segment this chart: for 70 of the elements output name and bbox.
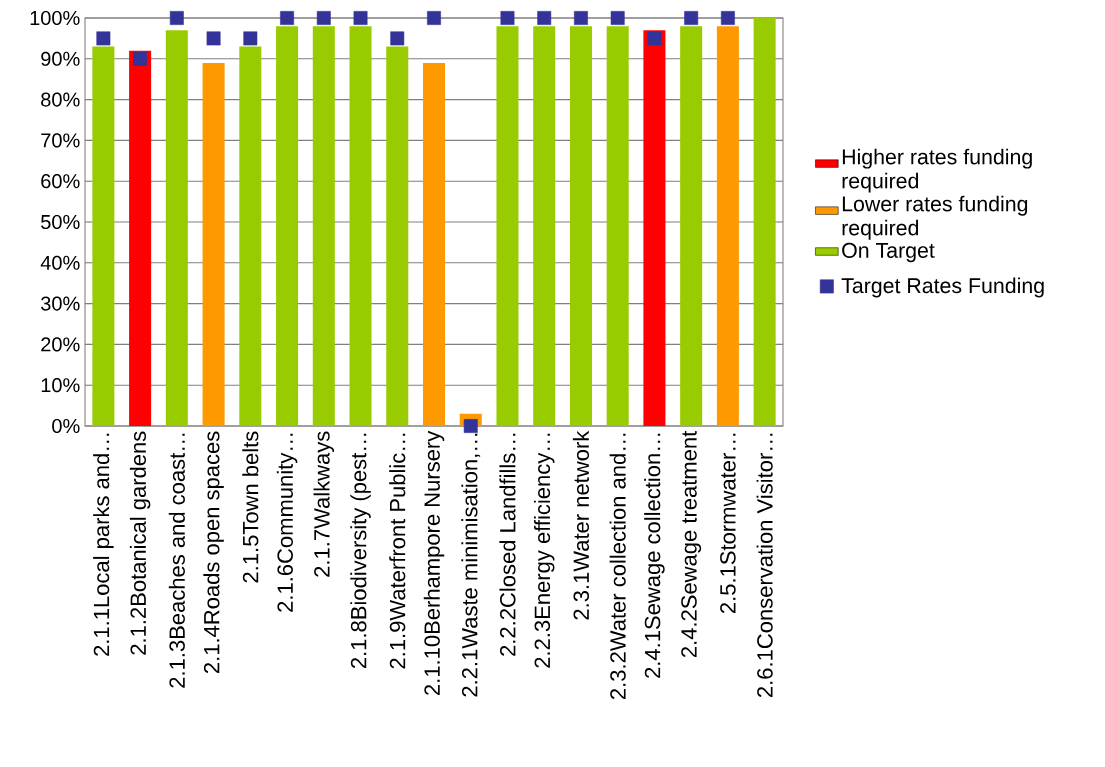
point xyxy=(390,31,405,46)
x-tick-label: 2.1.8Biodiversity (pest… xyxy=(350,433,371,669)
x-tick-label: 2.1.9Waterfront Public… xyxy=(389,433,406,669)
x-tick-label: 2.1.4Roads open spaces xyxy=(203,431,224,673)
x-tick-label: 2.1.2Botanical gardens xyxy=(129,431,151,655)
point xyxy=(353,11,368,25)
bar xyxy=(422,62,446,426)
point xyxy=(427,11,441,25)
bar xyxy=(202,62,225,426)
bar xyxy=(643,30,666,426)
y-tick-label: 80% xyxy=(41,92,80,107)
bar xyxy=(165,30,188,426)
bar xyxy=(312,26,335,426)
bar xyxy=(496,26,519,426)
bar xyxy=(606,26,629,426)
y-tick-label: 90% xyxy=(41,51,80,66)
point xyxy=(463,419,478,433)
point xyxy=(280,11,294,25)
bar xyxy=(716,26,739,426)
x-tick-label: 2.1.10Berhampore Nursery xyxy=(423,430,445,695)
x-tick-label: 2.2.2Closed Landfills… xyxy=(499,433,516,656)
bar xyxy=(276,26,299,426)
x-tick-label: 2.1.7Walkways xyxy=(313,431,335,577)
x-tick-label: 2.4.2Sewage treatment xyxy=(681,430,702,658)
y-tick-label: 30% xyxy=(41,296,80,311)
x-tick-label: 2.2.1Waste minimisation,… xyxy=(461,433,481,697)
y-tick-label: 100% xyxy=(30,10,80,26)
x-tick-label: 2.3.2Water collection and… xyxy=(609,433,626,700)
point xyxy=(316,11,331,25)
bar xyxy=(92,46,115,426)
x-tick-label: 2.6.1Conservation Visitor… xyxy=(756,433,773,697)
point xyxy=(647,31,662,46)
y-tick-label: 20% xyxy=(41,337,80,352)
bar xyxy=(349,26,372,426)
y-tick-label: 50% xyxy=(41,214,80,230)
x-tick-label: 2.2.3Energy efficiency… xyxy=(533,433,555,668)
y-tick-label: 70% xyxy=(41,133,80,148)
point xyxy=(684,11,699,25)
x-tick-label: 2.1.6Community… xyxy=(276,433,298,612)
point xyxy=(206,31,221,46)
point xyxy=(243,31,258,46)
y-tick-label: 40% xyxy=(40,255,80,270)
legend-label: Higher rates funding required xyxy=(842,148,1032,193)
point xyxy=(96,31,111,46)
y-tick-label: 0% xyxy=(52,418,80,434)
point xyxy=(537,11,552,25)
bar xyxy=(386,46,409,426)
bar xyxy=(533,26,556,426)
legend-label: Lower rates funding required xyxy=(842,195,1028,240)
y-tick-label: 60% xyxy=(41,174,80,189)
bar xyxy=(753,17,776,426)
point xyxy=(610,11,625,25)
x-tick-label: 2.1.5Town belts xyxy=(242,431,259,583)
point xyxy=(720,11,735,25)
bar xyxy=(680,26,703,426)
bar xyxy=(129,50,152,426)
y-tick-label: 10% xyxy=(41,378,80,393)
legend-label: On Target xyxy=(842,242,935,263)
point xyxy=(169,11,184,25)
bar xyxy=(239,46,262,426)
x-tick-label: 2.1.3Beaches and coast… xyxy=(168,433,185,688)
point xyxy=(500,11,515,25)
x-tick-label: 2.5.1Stormwater… xyxy=(720,433,736,614)
point xyxy=(133,51,148,66)
point xyxy=(574,11,588,25)
x-tick-label: 2.3.1Water network xyxy=(572,430,590,620)
x-tick-label: 2.4.1Sewage collection… xyxy=(644,433,665,678)
legend-label: Target Rates Funding xyxy=(841,277,1044,298)
bar xyxy=(569,26,592,426)
x-tick-label: 2.1.1Local parks and… xyxy=(93,433,114,656)
